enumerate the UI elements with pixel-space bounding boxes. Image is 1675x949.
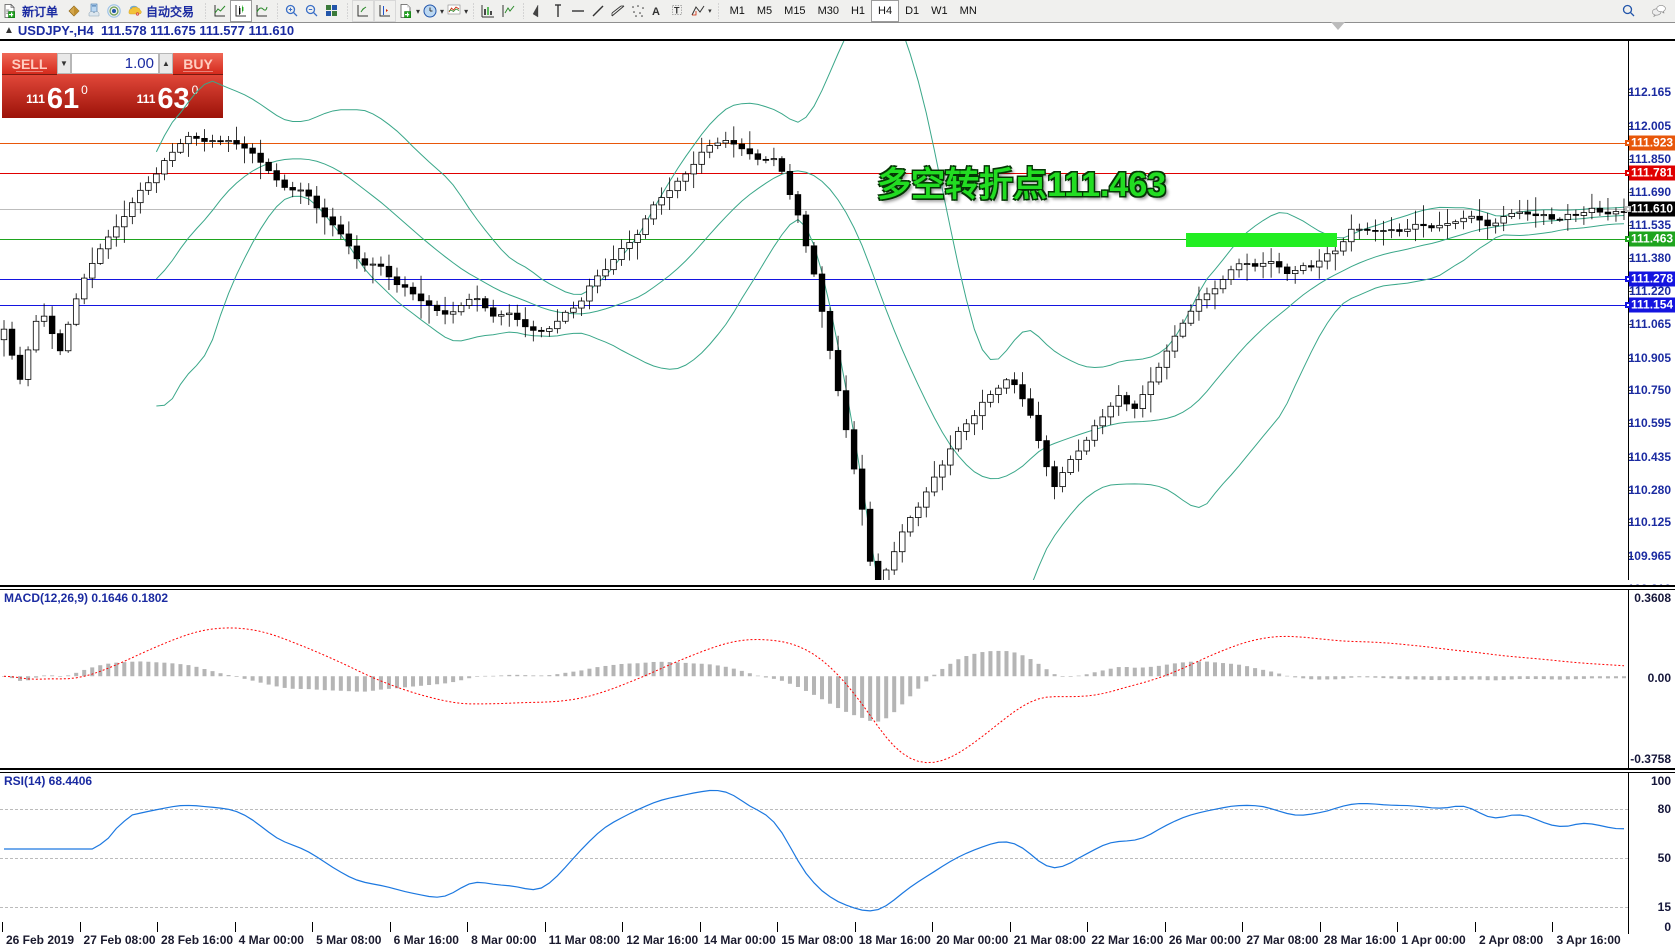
- svg-text:A: A: [652, 6, 660, 18]
- svg-text:T: T: [674, 6, 680, 16]
